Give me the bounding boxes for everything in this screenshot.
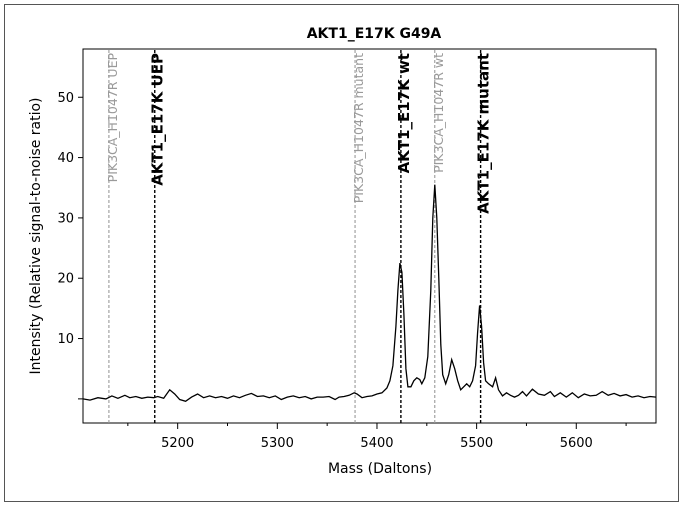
x-tick-label: 5600 bbox=[560, 436, 593, 451]
y-axis-ticks: 10 20 30 40 50 bbox=[57, 91, 83, 400]
y-tick-label: 50 bbox=[57, 91, 74, 106]
y-tick-label: 20 bbox=[57, 272, 74, 287]
y-tick-label: 10 bbox=[57, 332, 74, 347]
marker-lines: PIK3CA_H1047R UEP AKT1_E17K UEP PIK3CA_H10… bbox=[105, 50, 493, 423]
y-tick-label: 40 bbox=[57, 151, 74, 166]
marker-label: AKT1_E17K mutant bbox=[475, 53, 493, 214]
marker-label: PIK3CA_H1047R wt bbox=[431, 53, 446, 173]
marker-label: PIK3CA_H1047R mutant bbox=[351, 53, 366, 203]
marker-label: PIK3CA_H1047R UEP bbox=[105, 53, 120, 183]
x-tick-label: 5200 bbox=[161, 436, 194, 451]
x-axis-label: Mass (Daltons) bbox=[328, 461, 432, 477]
x-tick-label: 5500 bbox=[460, 436, 493, 451]
x-axis-ticks: 5200 5300 5400 5500 5600 bbox=[127, 423, 627, 451]
plot-area-border bbox=[82, 48, 657, 424]
x-tick-label: 5300 bbox=[261, 436, 294, 451]
chart-title: AKT1_E17K G49A bbox=[307, 26, 442, 42]
marker-label: AKT1_E17K wt bbox=[395, 53, 413, 173]
chart-frame bbox=[4, 4, 679, 502]
y-axis-label: Intensity (Relative signal-to-noise rati… bbox=[28, 97, 44, 374]
spectrum-series-line bbox=[82, 184, 657, 403]
x-tick-label: 5400 bbox=[360, 436, 393, 451]
y-tick-label: 30 bbox=[57, 211, 74, 226]
marker-label: AKT1_E17K UEP bbox=[149, 53, 167, 186]
